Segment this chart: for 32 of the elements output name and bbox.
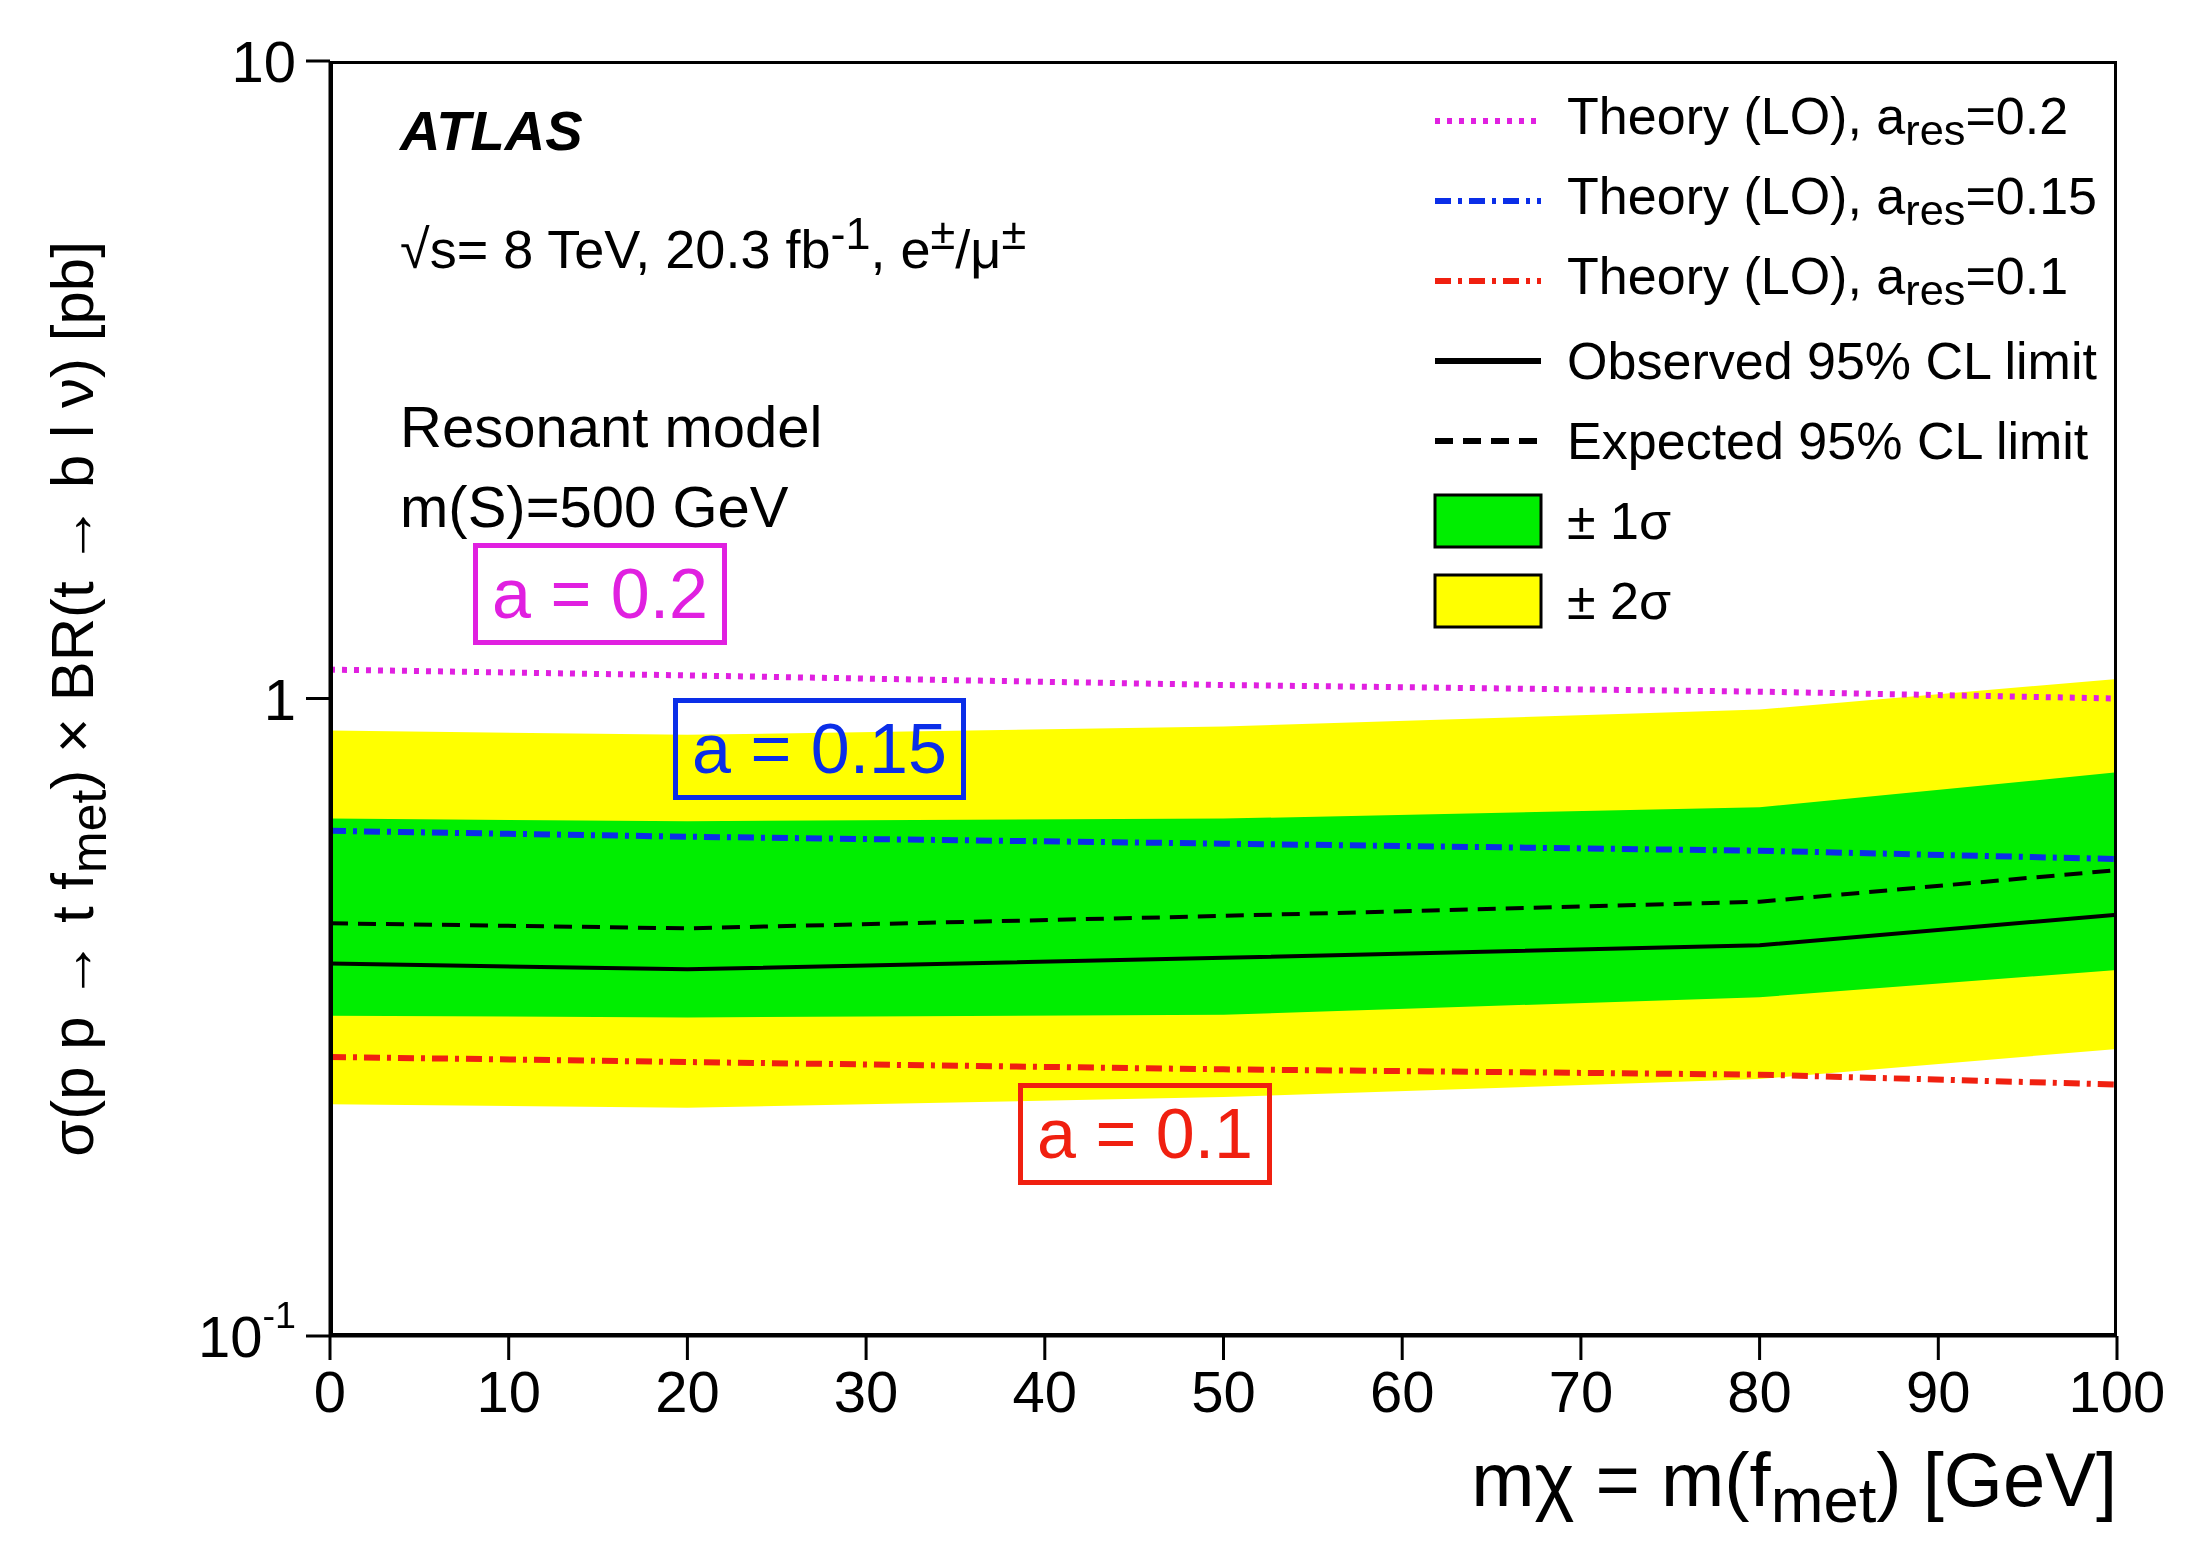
annotation: ATLAS xyxy=(400,98,583,163)
legend-label: Theory (LO), a$_{res}$=0.1 xyxy=(1567,246,2069,316)
legend-label: Theory (LO), a$_{res}$=0.2 xyxy=(1567,86,2069,156)
legend-label: Expected 95% CL limit xyxy=(1567,411,2089,471)
legend-label: ± 1σ xyxy=(1567,491,1672,551)
label-frame: a = 0.1 xyxy=(1018,1083,1272,1185)
x-tick-label: 80 xyxy=(1727,1359,1792,1424)
label-frame: a = 0.15 xyxy=(673,698,966,800)
x-tick-label: 90 xyxy=(1906,1359,1971,1424)
legend-label: Theory (LO), a$_{res}$=0.15 xyxy=(1567,166,2097,236)
legend-label: ± 2σ xyxy=(1567,571,1672,631)
x-tick-label: 0 xyxy=(313,1359,347,1424)
x-axis-title: mχ = m(f$_{met}$) [GeV] xyxy=(1471,1436,2117,1537)
x-tick-label: 60 xyxy=(1369,1359,1435,1424)
x-tick-label: 30 xyxy=(833,1359,899,1424)
legend-label: Observed 95% CL limit xyxy=(1567,331,2097,391)
y-tick-label: 10$^{-1}$ xyxy=(197,1294,296,1369)
x-tick-label: 100 xyxy=(2068,1359,2166,1424)
annotation: √s= 8 TeV, 20.3 fb$^{-1}$, e$^{±}$/μ$^{±}$ xyxy=(400,208,1027,280)
x-tick-label: 40 xyxy=(1012,1359,1078,1424)
label-frame: a = 0.2 xyxy=(473,543,727,645)
y-tick-label: 1 xyxy=(263,666,296,731)
x-tick-label: 20 xyxy=(655,1359,720,1424)
annotation: Resonant model xyxy=(400,393,823,460)
x-tick-label: 70 xyxy=(1548,1359,1614,1424)
y-tick-label: 10 xyxy=(231,28,296,94)
x-tick-label: 10 xyxy=(476,1359,541,1424)
annotation: a = 0.15 xyxy=(692,709,947,789)
annotation: m(S)=500 GeV xyxy=(400,473,789,540)
annotation: a = 0.1 xyxy=(1037,1094,1254,1174)
x-tick-label: 50 xyxy=(1191,1359,1256,1424)
annotation: a = 0.2 xyxy=(492,554,709,634)
